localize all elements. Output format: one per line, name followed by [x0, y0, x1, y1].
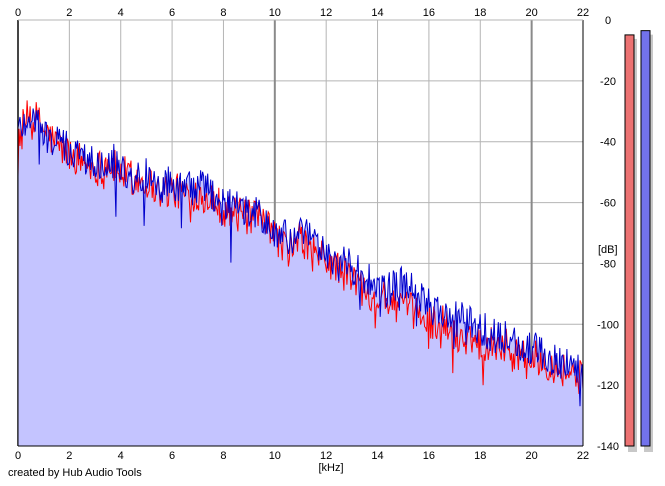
x-tick-label-bottom: 12: [320, 450, 332, 462]
spectrum-area: [18, 100, 583, 447]
x-tick-label-bottom: 18: [474, 450, 486, 462]
level-meter-left: [624, 34, 635, 447]
x-tick-label-top: 6: [169, 7, 175, 19]
x-tick-label-bottom: 16: [423, 450, 435, 462]
spectrum-fill: [18, 100, 583, 447]
y-tick-label: -100: [597, 319, 619, 331]
x-tick-label-bottom: 6: [169, 450, 175, 462]
x-tick-label-top: 2: [66, 7, 72, 19]
x-tick-label-top: 10: [269, 7, 281, 19]
x-tick-label-top: 12: [320, 7, 332, 19]
x-tick-label-top: 18: [474, 7, 486, 19]
level-meters: [624, 30, 653, 453]
x-tick-label-top: 16: [423, 7, 435, 19]
y-tick-label: -40: [600, 137, 616, 149]
series-blue-line: [17, 108, 584, 407]
x-tick-label-bottom: 10: [269, 450, 281, 462]
x-tick-label-top: 22: [577, 7, 589, 19]
x-tick-label-top: 8: [220, 7, 226, 19]
y-tick-label: -80: [600, 258, 616, 270]
x-tick-label-bottom: 2: [66, 450, 72, 462]
credit-text: created by Hub Audio Tools: [8, 467, 142, 479]
x-tick-label-top: 4: [118, 7, 124, 19]
y-axis-label: [dB]: [598, 244, 618, 256]
x-tick-label-bottom: 8: [220, 450, 226, 462]
y-tick-labels: 0 -20 -40 -60 -80 -100 -120 -140: [597, 15, 619, 453]
y-tick-label: -60: [600, 198, 616, 210]
x-tick-label-bottom: 22: [577, 450, 589, 462]
x-tick-label-bottom: 0: [15, 450, 21, 462]
x-axis-label: [kHz]: [318, 462, 343, 474]
x-tick-label-bottom: 4: [118, 450, 124, 462]
series-lines: [17, 100, 584, 407]
x-tick-label-top: 20: [526, 7, 538, 19]
x-tick-labels-top: 0 2 4 6 8 10 12 14 16 18 20 22: [15, 7, 589, 19]
x-tick-label-bottom: 14: [371, 450, 383, 462]
level-meter-right: [640, 30, 651, 447]
y-tick-label: -140: [597, 441, 619, 453]
x-tick-label-bottom: 20: [526, 450, 538, 462]
y-tick-label: -20: [600, 76, 616, 88]
axes: [17, 19, 584, 447]
y-tick-label: -120: [597, 380, 619, 392]
y-tick-label: 0: [605, 15, 611, 27]
x-tick-labels-bottom: 0 2 4 6 8 10 12 14 16 18 20 22: [15, 450, 589, 462]
x-tick-label-top: 0: [15, 7, 21, 19]
x-tick-label-top: 14: [371, 7, 383, 19]
